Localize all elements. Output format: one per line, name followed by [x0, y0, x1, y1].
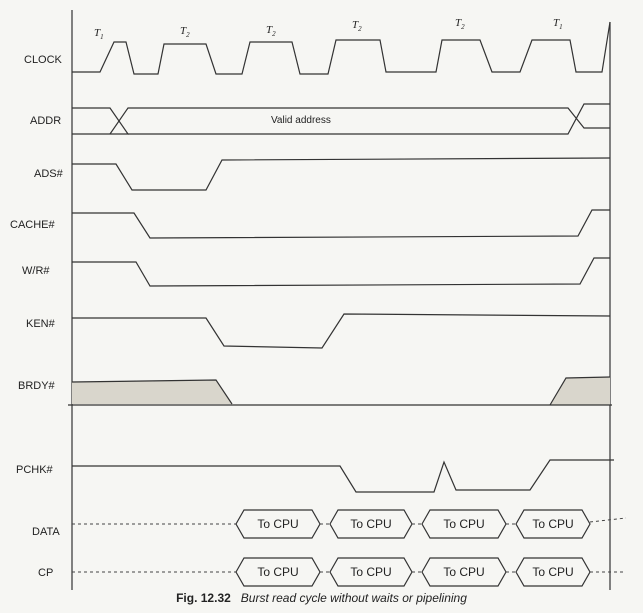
data-to-cpu-label: To CPU [443, 517, 484, 531]
signal-label-cp: CP [38, 567, 53, 579]
cp-to-cpu-label: To CPU [350, 565, 391, 579]
state-label: T2 [266, 24, 276, 38]
signal-label-cache: CACHE# [10, 219, 56, 231]
clock-waveform [72, 21, 611, 75]
cache-waveform [72, 209, 610, 239]
signal-label-brdy: BRDY# [18, 380, 56, 392]
signal-label-data: DATA [32, 526, 60, 538]
cp-bus: To CPU To CPU To CPU To CPU [72, 557, 624, 587]
state-label: T2 [180, 25, 190, 39]
signal-label-addr: ADDR [30, 115, 61, 127]
ken-waveform [72, 313, 611, 349]
state-label: T2 [455, 17, 465, 31]
figure-number: Fig. 12.32 [176, 591, 231, 605]
signal-label-clock: CLOCK [24, 54, 63, 66]
cp-to-cpu-label: To CPU [443, 565, 484, 579]
figure-caption: Fig. 12.32 Burst read cycle without waits… [0, 591, 643, 605]
cp-to-cpu-label: To CPU [257, 565, 298, 579]
data-to-cpu-label: To CPU [350, 517, 391, 531]
wr-waveform [72, 257, 610, 287]
addr-valid-text: Valid address [271, 115, 331, 126]
state-label: T1 [553, 17, 563, 31]
state-label: T1 [94, 27, 104, 41]
figure-caption-text: Burst read cycle without waits or pipeli… [240, 591, 467, 605]
timing-diagram: T1 T2 T2 T2 T2 T1 CLOCK ADDR ADS# CACHE#… [10, 10, 627, 590]
cp-to-cpu-label: To CPU [532, 565, 573, 579]
addr-bus: Valid address [72, 103, 610, 135]
data-to-cpu-label: To CPU [257, 517, 298, 531]
ads-waveform [72, 157, 611, 191]
brdy-waveform [68, 376, 612, 406]
state-label: T2 [352, 19, 362, 33]
data-to-cpu-label: To CPU [532, 517, 573, 531]
signal-label-ken: KEN# [26, 318, 56, 330]
data-bus: To CPU To CPU To CPU To CPU [72, 509, 627, 539]
state-labels: T1 T2 T2 T2 T2 T1 [94, 17, 563, 41]
signal-label-ads: ADS# [34, 168, 64, 180]
pchk-waveform [72, 459, 614, 493]
signal-label-wr: W/R# [22, 265, 50, 277]
signal-label-pchk: PCHK# [16, 464, 54, 476]
